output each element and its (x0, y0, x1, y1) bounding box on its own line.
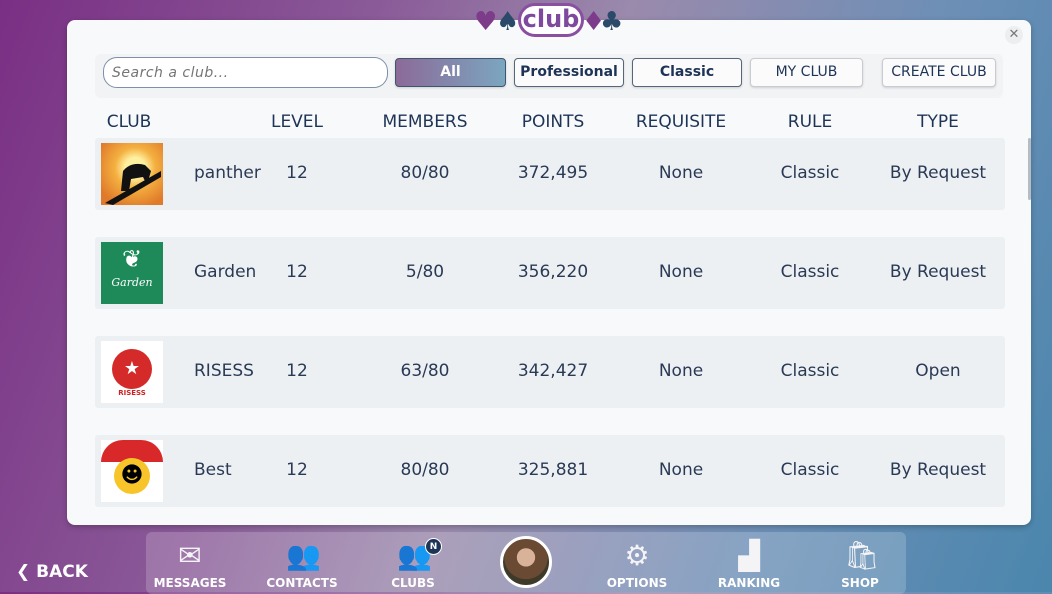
club-points: 356,220 (517, 262, 589, 282)
club-name: panther (194, 163, 261, 183)
club-requisite: None (658, 163, 704, 183)
club-members: 80/80 (400, 460, 450, 480)
club-members: 5/80 (405, 262, 445, 282)
club-members: 63/80 (400, 361, 450, 381)
nav-label: CONTACTS (266, 576, 338, 590)
profile-avatar[interactable] (500, 536, 552, 588)
club-level: 12 (286, 460, 308, 480)
club-logo-garden: ❦ Garden (101, 242, 163, 304)
club-points: 372,495 (517, 163, 589, 183)
shopping-bag-icon: 🛍 (844, 539, 880, 572)
nav-options[interactable]: ⚙ OPTIONS (587, 532, 687, 592)
header-members: MEMBERS (382, 112, 468, 132)
club-type: By Request (889, 262, 987, 282)
club-type: By Request (889, 460, 987, 480)
header-requisite: REQUISITE (635, 112, 727, 132)
spade-icon: ♠ (496, 7, 520, 37)
diamond-icon: ♦ (582, 7, 606, 37)
contacts-icon: 👥 (286, 539, 321, 572)
club-row[interactable]: panther 12 80/80 372,495 None Classic By… (95, 138, 1005, 210)
scrollbar[interactable] (1028, 138, 1031, 200)
jester-hat-icon (101, 440, 163, 462)
header-points: POINTS (521, 112, 585, 132)
back-button[interactable]: ❮ BACK (16, 562, 88, 582)
filter-classic-button[interactable]: Classic (632, 58, 742, 87)
club-points: 342,427 (517, 361, 589, 381)
nav-label: CLUBS (391, 576, 435, 590)
nav-label: MESSAGES (153, 576, 227, 590)
club-requisite: None (658, 262, 704, 282)
club-level: 12 (286, 163, 308, 183)
garden-logo-text: Garden (111, 276, 153, 289)
club-logo-risess: ★ RISESS (101, 341, 163, 403)
club-requisite: None (658, 361, 704, 381)
header-rule: RULE (787, 112, 833, 132)
nav-contacts[interactable]: 👥 CONTACTS (252, 532, 352, 592)
create-club-button[interactable]: CREATE CLUB (882, 58, 996, 87)
club-points: 325,881 (517, 460, 589, 480)
heart-icon: ♥ (474, 7, 498, 37)
new-badge: N (425, 538, 442, 555)
gear-icon: ⚙ (624, 539, 650, 572)
panther-icon (105, 163, 161, 205)
header-type: TYPE (917, 112, 959, 132)
club-rule: Classic (780, 361, 840, 381)
logo-text: club (518, 3, 584, 37)
risess-logo-text: RISESS (118, 389, 146, 397)
back-label: BACK (36, 562, 88, 582)
filter-all-button[interactable]: All (395, 58, 506, 87)
club-logo-panther (101, 143, 163, 205)
club-name: RISESS (194, 361, 254, 381)
nav-messages[interactable]: ✉ MESSAGES (140, 532, 240, 592)
nav-label: SHOP (841, 576, 879, 590)
search-input[interactable] (103, 57, 388, 88)
club-name: Garden (194, 262, 257, 282)
nav-clubs[interactable]: 👥 N CLUBS (363, 532, 463, 592)
club-row[interactable]: ❦ Garden Garden 12 5/80 356,220 None Cla… (95, 237, 1005, 309)
bottom-nav: ✉ MESSAGES 👥 CONTACTS 👥 N CLUBS ⚙ OPTIONS ▟ RA… (146, 532, 906, 594)
nav-shop[interactable]: 🛍 SHOP (810, 532, 910, 592)
my-club-button[interactable]: MY CLUB (750, 58, 863, 87)
club-name: Best (194, 460, 232, 480)
club-rule: Classic (780, 460, 840, 480)
club-row[interactable]: ☻ Best 12 80/80 325,881 None Classic By … (95, 435, 1005, 507)
club-requisite: None (658, 460, 704, 480)
club-rule: Classic (780, 262, 840, 282)
globe-icon: ★ (112, 349, 152, 389)
nav-label: RANKING (717, 576, 781, 590)
club-panel: ✕ All Professional Classic MY CLUB CREAT… (67, 20, 1031, 525)
club-type: By Request (889, 163, 987, 183)
envelope-icon: ✉ (178, 539, 202, 572)
club-logo-best: ☻ (101, 440, 163, 502)
nav-ranking[interactable]: ▟ RANKING (699, 532, 799, 592)
club-logo: ♥ ♠ club ♦ ♣ (474, 3, 630, 39)
close-button[interactable]: ✕ (1005, 26, 1023, 44)
filter-professional-button[interactable]: Professional (514, 58, 624, 87)
club-level: 12 (286, 361, 308, 381)
podium-icon: ▟ (738, 539, 760, 572)
smiley-icon: ☻ (114, 458, 150, 494)
nav-label: OPTIONS (606, 576, 668, 590)
club-members: 80/80 (400, 163, 450, 183)
club-type: Open (915, 361, 961, 381)
club-suit-icon: ♣ (600, 7, 624, 37)
header-club: CLUB (106, 112, 152, 132)
club-row[interactable]: ★ RISESS RISESS 12 63/80 342,427 None Cl… (95, 336, 1005, 408)
club-level: 12 (286, 262, 308, 282)
club-rule: Classic (780, 163, 840, 183)
leaf-icon: ❦ (121, 245, 143, 273)
chevron-left-icon: ❮ (16, 562, 37, 582)
header-level: LEVEL (270, 112, 324, 132)
